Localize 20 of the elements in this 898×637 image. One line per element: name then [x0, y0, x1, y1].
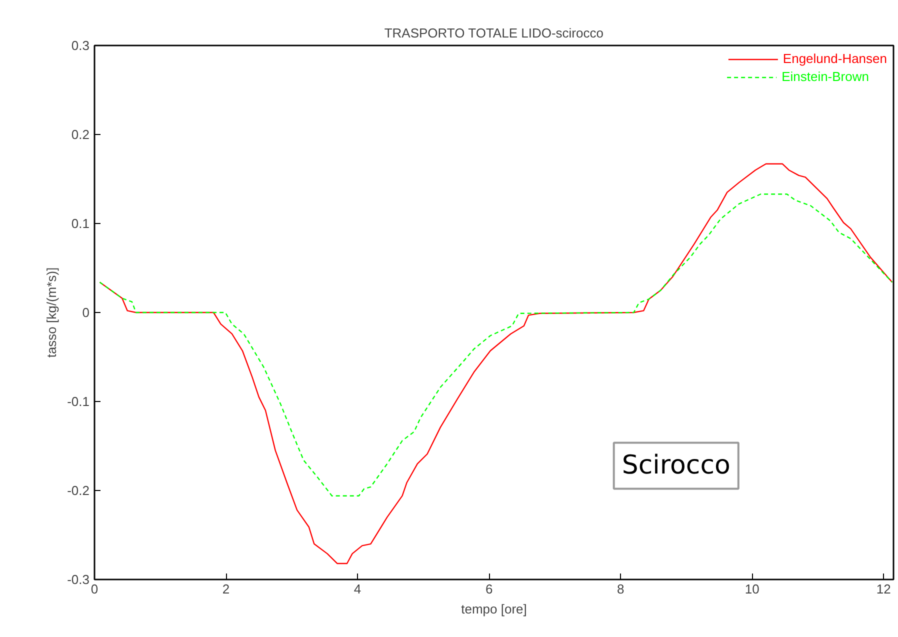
y-tick-label: 0.1 — [71, 216, 90, 231]
y-tick-label: 0 — [82, 305, 90, 320]
x-tick-label: 6 — [485, 582, 493, 596]
x-tick-label: 2 — [222, 582, 230, 596]
x-axis-title: tempo [ore] — [461, 602, 527, 616]
y-tick-label: 0.3 — [71, 38, 90, 53]
legend-label: Engelund-Hansen — [782, 51, 887, 66]
line-series — [99, 194, 893, 496]
x-tick-label: 8 — [616, 582, 624, 596]
y-tick-label: -0.1 — [67, 394, 90, 409]
x-tick-label: 12 — [876, 582, 891, 596]
y-tick-label: -0.2 — [67, 483, 90, 498]
legend-label: Einstein-Brown — [782, 69, 869, 84]
y-tick-label: 0.2 — [71, 127, 90, 142]
y-axis-title: tasso [kg/(m*s)] — [44, 267, 60, 358]
x-tick-label: 10 — [744, 582, 760, 596]
x-tick-label: 4 — [354, 582, 362, 596]
annotation: Scirocco — [622, 450, 730, 481]
y-tick-label: -0.3 — [67, 572, 90, 587]
chart-title: TRASPORTO TOTALE LIDO-scirocco — [384, 26, 604, 40]
